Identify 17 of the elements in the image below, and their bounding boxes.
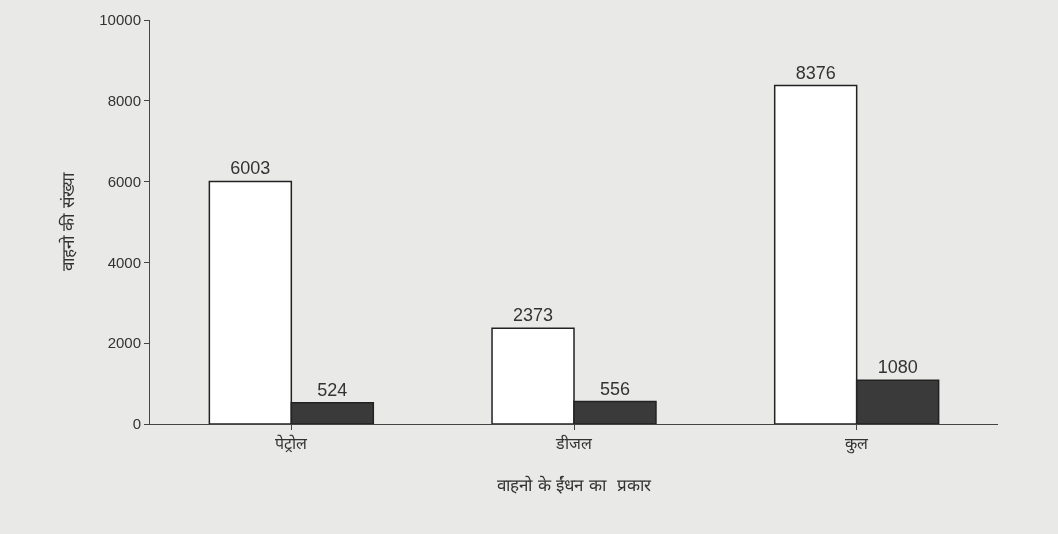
x-tick-label: डीजल	[555, 434, 593, 454]
data-label: 6003	[230, 158, 271, 179]
data-label: 2373	[512, 305, 554, 326]
x-axis-title: वाहनो के ईंधन का प्रकार	[497, 474, 652, 495]
data-label: 524	[317, 379, 348, 400]
y-axis-title: वाहनो की संख्या	[57, 172, 78, 271]
data-label: 8376	[795, 62, 836, 83]
x-tick-label: पेट्रोल	[275, 434, 309, 454]
y-tick-label: 4000	[107, 253, 141, 271]
y-tick-label: 2000	[107, 334, 141, 352]
y-tick-label: 8000	[107, 92, 141, 110]
data-label: 556	[599, 378, 631, 399]
x-tick-label: कुल	[845, 434, 870, 455]
data-label: 1080	[877, 357, 918, 378]
y-tick-label: 6000	[107, 172, 141, 190]
y-tick-label: 0	[132, 415, 141, 433]
y-tick-label: 10000	[99, 11, 141, 29]
